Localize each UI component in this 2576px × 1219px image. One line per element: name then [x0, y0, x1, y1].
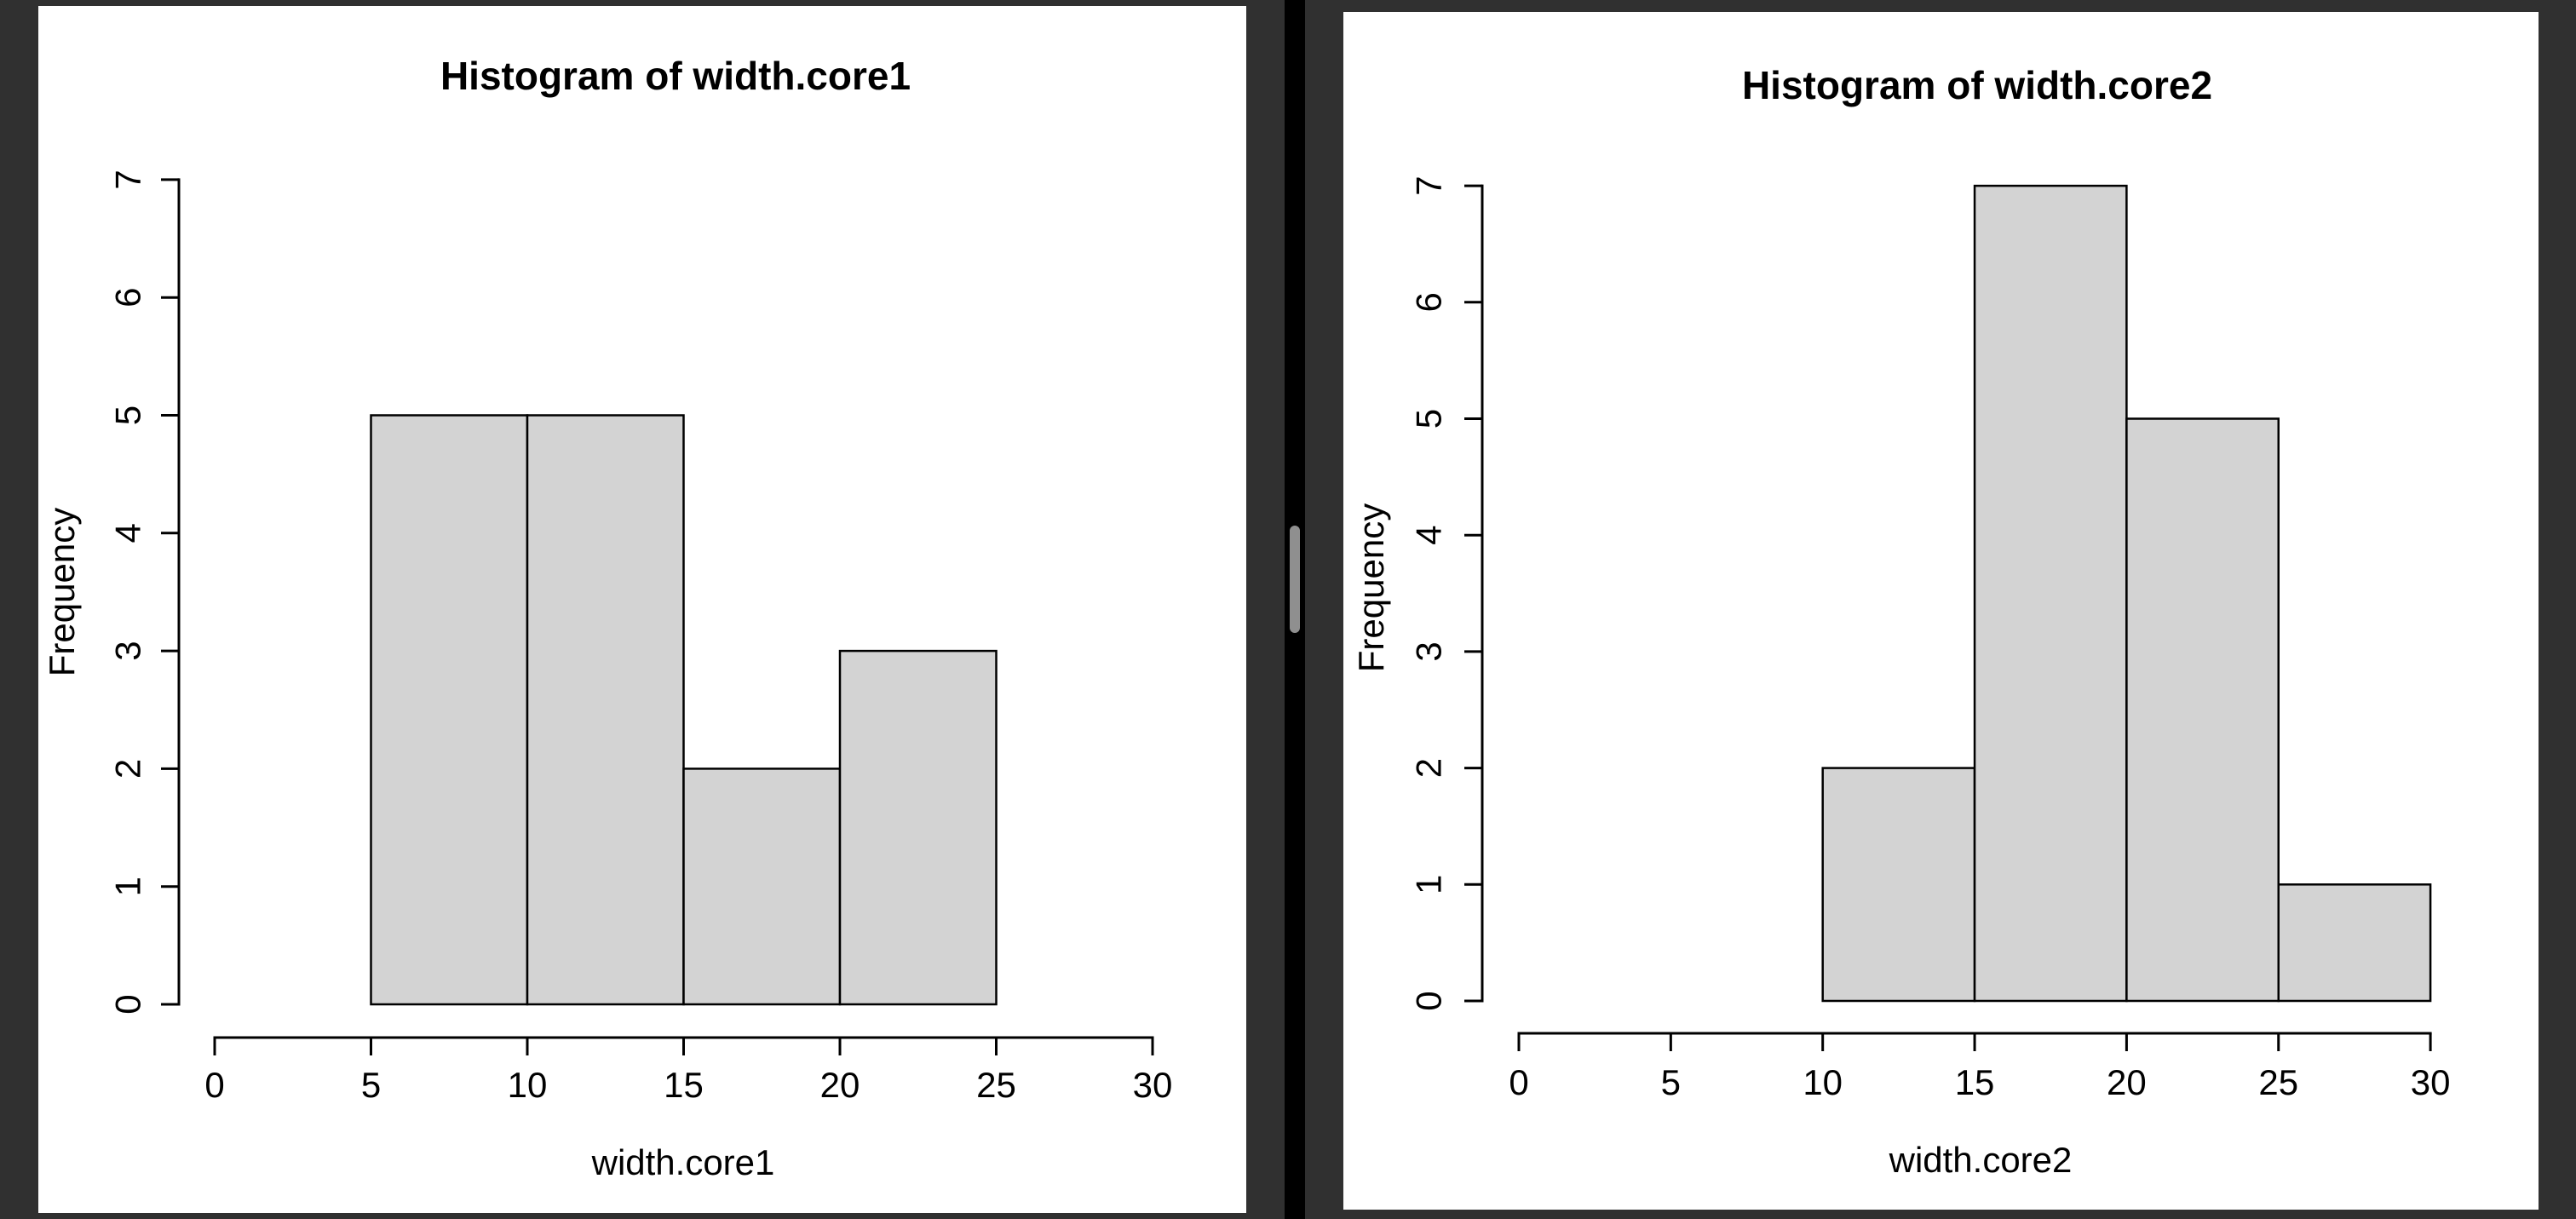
- x-tick-label: 30: [2411, 1062, 2451, 1102]
- x-tick-label: 15: [1955, 1062, 1995, 1102]
- x-tick-label: 5: [1661, 1062, 1681, 1102]
- y-tick-label: 4: [108, 523, 148, 543]
- y-tick-label: 5: [108, 405, 148, 425]
- y-tick-label: 2: [1409, 758, 1449, 778]
- x-tick-label: 20: [820, 1065, 860, 1105]
- x-tick-label: 0: [204, 1065, 224, 1105]
- splitter-track[interactable]: [1285, 0, 1305, 1219]
- x-tick-label: 25: [2258, 1062, 2298, 1102]
- x-tick-label: 5: [361, 1065, 381, 1105]
- splitter-handle[interactable]: [1290, 526, 1300, 633]
- y-tick-label: 3: [108, 641, 148, 660]
- y-tick-label: 0: [1409, 991, 1449, 1010]
- chart-title: Histogram of width.core1: [440, 54, 911, 98]
- y-tick-label: 4: [1409, 526, 1449, 545]
- y-tick-label: 7: [108, 170, 148, 189]
- x-tick-label: 10: [508, 1065, 548, 1105]
- y-tick-label: 1: [1409, 875, 1449, 894]
- histogram-bar: [2277, 883, 2432, 1003]
- histogram-bar: [682, 768, 842, 1006]
- x-tick-label: 15: [664, 1065, 704, 1105]
- x-axis-label: width.core2: [1889, 1140, 2073, 1180]
- y-tick-label: 5: [1409, 409, 1449, 428]
- y-tick-label: 3: [1409, 641, 1449, 661]
- y-axis-label: Frequency: [42, 507, 82, 677]
- y-tick-label: 0: [108, 994, 148, 1014]
- histogram-core2-plot: 0 5 10 15 20 25 30 0 1 2 3 4 5 6 7: [1409, 175, 2451, 1102]
- x-axis-label: width.core1: [591, 1142, 775, 1182]
- chart-title: Histogram of width.core2: [1741, 63, 2213, 107]
- histogram-core1-plot: 0 5 10 15 20 25 30 0 1 2 3 4 5 6 7: [108, 170, 1173, 1105]
- x-tick-label: 0: [1509, 1062, 1528, 1102]
- y-tick-label: 2: [108, 759, 148, 779]
- x-tick-label: 10: [1803, 1062, 1843, 1102]
- y-tick-label: 1: [108, 877, 148, 896]
- plot-window-core1: 0 5 10 15 20 25 30 0 1 2 3 4 5 6 7 Histogram of width.…: [38, 6, 1246, 1213]
- y-tick-label: 7: [1409, 175, 1449, 195]
- histogram-bar: [838, 649, 998, 1006]
- x-tick-label: 20: [2107, 1062, 2147, 1102]
- histogram-bar: [2125, 417, 2280, 1003]
- y-tick-label: 6: [1409, 292, 1449, 312]
- y-tick-label: 6: [108, 288, 148, 308]
- x-tick-label: 30: [1133, 1065, 1173, 1105]
- y-axis-label: Frequency: [1351, 503, 1391, 673]
- histogram-bar: [526, 414, 685, 1006]
- x-tick-label: 25: [976, 1065, 1016, 1105]
- histogram-bar: [370, 414, 529, 1006]
- histogram-bar: [1821, 767, 1976, 1003]
- plot-window-core2: 0 5 10 15 20 25 30 0 1 2 3 4 5 6 7 Histogram of width.…: [1343, 12, 2539, 1210]
- histogram-bar: [1973, 184, 2128, 1003]
